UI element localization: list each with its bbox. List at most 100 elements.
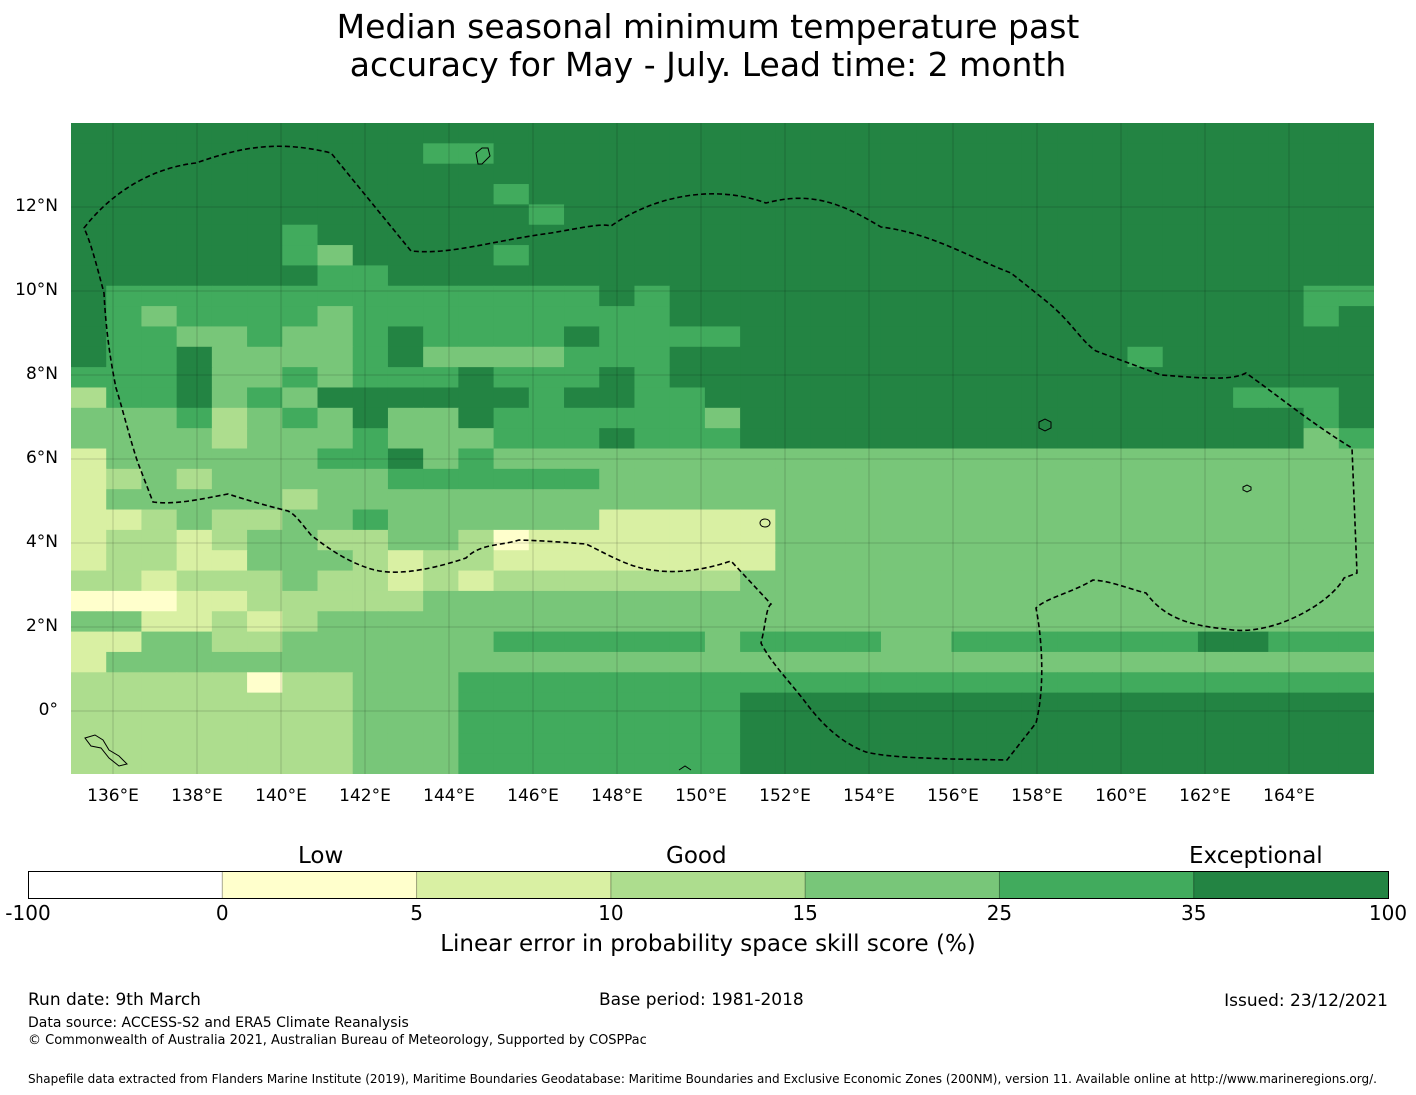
grid-cell bbox=[1127, 570, 1164, 592]
grid-cell bbox=[458, 326, 495, 348]
grid-cell bbox=[282, 326, 319, 348]
grid-cell bbox=[669, 448, 706, 470]
grid-cell bbox=[1197, 631, 1234, 653]
grid-cell bbox=[493, 143, 530, 165]
grid-cell bbox=[352, 387, 389, 409]
grid-cell bbox=[352, 672, 389, 694]
grid-cell bbox=[669, 184, 706, 205]
skill-grid-cells bbox=[71, 123, 1374, 774]
grid-cell bbox=[564, 550, 600, 572]
grid-cell bbox=[211, 123, 248, 144]
grid-cell bbox=[564, 570, 600, 592]
grid-cell bbox=[458, 550, 495, 572]
grid-cell bbox=[775, 468, 812, 490]
grid-cell bbox=[211, 428, 248, 450]
grid-cell bbox=[1197, 651, 1234, 673]
grid-cell bbox=[634, 468, 671, 490]
grid-cell bbox=[493, 529, 530, 551]
grid-cell bbox=[71, 224, 107, 246]
grid-cell bbox=[1057, 306, 1093, 328]
grid-cell bbox=[986, 631, 1023, 653]
grid-cell bbox=[176, 428, 213, 450]
grid-cell bbox=[599, 712, 636, 734]
grid-cell bbox=[775, 407, 812, 429]
grid-cell bbox=[1127, 733, 1164, 755]
grid-cell bbox=[775, 326, 812, 348]
longitude-label: 162°E bbox=[1179, 786, 1231, 806]
grid-cell bbox=[282, 692, 319, 714]
grid-cell bbox=[387, 489, 424, 511]
grid-cell bbox=[1197, 672, 1234, 694]
grid-cell bbox=[1303, 631, 1340, 653]
grid-cell bbox=[1127, 590, 1164, 612]
grid-cell bbox=[1127, 550, 1164, 572]
grid-cell bbox=[951, 712, 988, 734]
grid-cell bbox=[282, 407, 319, 429]
grid-cell bbox=[599, 651, 636, 673]
grid-cell bbox=[247, 367, 283, 389]
longitude-label: 148°E bbox=[591, 786, 643, 806]
grid-cell bbox=[1021, 468, 1058, 490]
grid-cell bbox=[352, 529, 389, 551]
grid-cell bbox=[211, 163, 248, 185]
grid-cell bbox=[71, 428, 107, 450]
grid-cell bbox=[1162, 570, 1199, 592]
grid-cell bbox=[1092, 570, 1129, 592]
grid-cell bbox=[211, 346, 248, 368]
grid-cell bbox=[634, 651, 671, 673]
grid-cell bbox=[704, 224, 741, 246]
grid-cell bbox=[951, 489, 988, 511]
grid-cell bbox=[1092, 306, 1129, 328]
grid-cell bbox=[352, 489, 389, 511]
grid-cell bbox=[1233, 265, 1269, 287]
grid-cell bbox=[810, 407, 847, 429]
grid-cell bbox=[493, 692, 530, 714]
grid-cell bbox=[986, 326, 1023, 348]
grid-cell bbox=[71, 611, 107, 633]
grid-cell bbox=[317, 529, 354, 551]
grid-cell bbox=[740, 570, 776, 592]
grid-cell bbox=[317, 407, 354, 429]
grid-cell bbox=[1021, 265, 1058, 287]
grid-cell bbox=[704, 631, 741, 653]
grid-cell bbox=[528, 692, 565, 714]
grid-cell bbox=[176, 387, 213, 409]
grid-cell bbox=[1021, 326, 1058, 348]
grid-cell bbox=[669, 306, 706, 328]
longitude-label: 144°E bbox=[423, 786, 475, 806]
grid-cell bbox=[704, 672, 741, 694]
grid-cell bbox=[810, 448, 847, 470]
grid-cell bbox=[599, 570, 636, 592]
grid-cell bbox=[71, 550, 107, 572]
grid-cell bbox=[951, 428, 988, 450]
grid-cell bbox=[810, 367, 847, 389]
grid-cell bbox=[1197, 448, 1234, 470]
grid-cell bbox=[1092, 672, 1129, 694]
grid-cell bbox=[845, 143, 882, 165]
grid-cell bbox=[387, 509, 424, 531]
grid-cell bbox=[458, 468, 495, 490]
grid-cell bbox=[1197, 570, 1234, 592]
grid-cell bbox=[1233, 448, 1269, 470]
grid-cell bbox=[423, 448, 459, 470]
grid-cell bbox=[634, 428, 671, 450]
grid-cell bbox=[106, 733, 143, 755]
grid-cell bbox=[317, 428, 354, 450]
grid-cell bbox=[951, 204, 988, 226]
grid-cell bbox=[106, 489, 143, 511]
grid-cell bbox=[669, 590, 706, 612]
grid-cell bbox=[1338, 143, 1374, 165]
grid-cell bbox=[317, 712, 354, 734]
grid-cell bbox=[71, 651, 107, 673]
grid-cell bbox=[564, 590, 600, 612]
grid-cell bbox=[1021, 387, 1058, 409]
grid-cell bbox=[1268, 407, 1305, 429]
grid-cell bbox=[71, 692, 107, 714]
grid-cell bbox=[1162, 672, 1199, 694]
grid-cell bbox=[1197, 753, 1234, 774]
grid-cell bbox=[1057, 163, 1093, 185]
latitude-label: 0° bbox=[38, 700, 58, 720]
grid-cell bbox=[282, 306, 319, 328]
grid-cell bbox=[951, 326, 988, 348]
grid-cell bbox=[176, 570, 213, 592]
